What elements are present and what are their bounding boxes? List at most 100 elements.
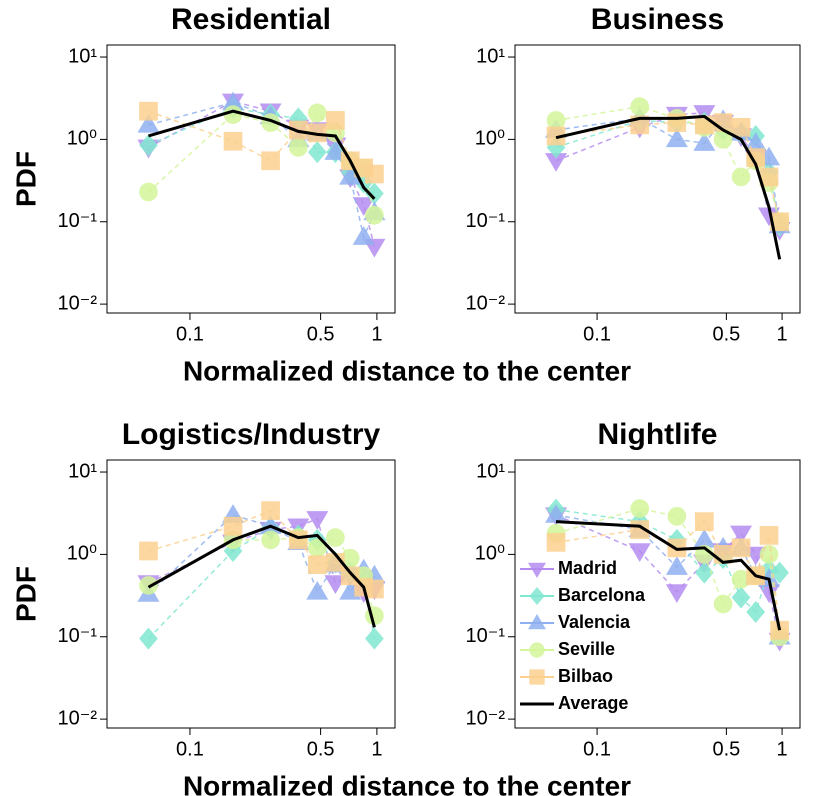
marker: [306, 511, 329, 530]
average-line: [148, 109, 376, 200]
marker: [529, 587, 545, 605]
plot-frame: [106, 44, 396, 314]
y-tick-label: 10⁻¹: [58, 625, 98, 647]
chart-title: Nightlife: [598, 418, 718, 451]
marker: [306, 580, 329, 600]
x-tick-label: 0.1: [583, 323, 611, 345]
marker: [758, 207, 781, 227]
marker: [139, 134, 158, 157]
x-tick-label: 0.5: [712, 323, 740, 345]
marker: [731, 569, 751, 589]
marker: [667, 506, 687, 526]
x-tick-label: 1: [777, 323, 788, 345]
x-tick-label: 1: [371, 323, 382, 345]
y-tick-label: 10⁻²: [466, 292, 506, 314]
marker: [630, 499, 650, 518]
average-line: [555, 114, 782, 260]
legend-label: Barcelona: [558, 585, 646, 605]
marker: [365, 164, 384, 184]
plot-frame: [106, 459, 396, 729]
marker: [261, 501, 280, 520]
marker: [630, 97, 650, 116]
marker: [628, 543, 651, 562]
marker: [352, 197, 375, 216]
legend-label: Madrid: [558, 558, 617, 578]
marker: [307, 538, 327, 558]
marker: [307, 123, 327, 143]
marker: [731, 538, 751, 558]
marker: [528, 614, 546, 630]
marker: [731, 118, 751, 137]
x-axis-label: Normalized distance to the center: [183, 770, 631, 796]
series-line: [147, 514, 375, 595]
chart-title: Logistics/Industry: [122, 418, 381, 451]
marker: [746, 148, 766, 168]
y-tick-label: 10⁻²: [58, 292, 98, 314]
marker: [139, 101, 158, 121]
marker: [731, 167, 751, 187]
average-line: [555, 520, 782, 631]
marker: [665, 128, 688, 148]
marker: [307, 555, 327, 575]
x-axis-label: Normalized distance to the center: [183, 355, 631, 386]
marker: [546, 533, 566, 552]
marker: [694, 561, 714, 584]
y-tick-label: 10⁻²: [58, 707, 98, 729]
marker: [693, 132, 716, 151]
x-tick-label: 1: [777, 738, 788, 760]
marker: [288, 138, 308, 157]
x-tick-label: 0.1: [583, 738, 611, 760]
marker: [529, 642, 545, 658]
x-tick-label: 0.5: [307, 323, 335, 345]
marker: [365, 205, 384, 225]
y-tick-label: 10¹: [68, 460, 97, 482]
marker: [326, 553, 345, 572]
marker: [223, 131, 243, 151]
marker: [339, 165, 362, 185]
marker: [731, 586, 751, 609]
x-tick-label: 0.5: [307, 738, 335, 760]
marker: [340, 548, 360, 568]
average-line: [147, 524, 376, 628]
marker: [365, 579, 384, 599]
y-tick-label: 10¹: [476, 45, 505, 67]
y-tick-label: 10⁰: [67, 128, 97, 150]
legend-label: Seville: [558, 639, 615, 659]
y-tick-label: 10⁻¹: [466, 210, 506, 232]
marker: [139, 627, 158, 650]
marker: [759, 167, 779, 187]
marker: [770, 212, 789, 232]
marker: [365, 627, 384, 650]
y-axis-label: PDF: [10, 151, 41, 207]
y-tick-label: 10⁻¹: [58, 210, 98, 232]
y-tick-label: 10⁰: [475, 543, 505, 565]
marker: [713, 594, 733, 614]
marker: [223, 516, 243, 536]
y-tick-label: 10⁰: [67, 543, 97, 565]
marker: [546, 111, 566, 130]
marker: [528, 562, 546, 578]
marker: [326, 111, 345, 130]
x-tick-label: 1: [371, 738, 382, 760]
chart-title: Business: [591, 3, 724, 36]
marker: [529, 669, 545, 685]
marker: [545, 504, 568, 523]
marker: [694, 512, 714, 531]
marker: [713, 130, 733, 149]
y-tick-label: 10⁻²: [466, 707, 506, 729]
chart-title: Residential: [171, 3, 331, 36]
marker: [223, 105, 243, 124]
marker: [759, 526, 779, 545]
marker: [770, 561, 789, 584]
marker: [730, 525, 753, 545]
series-line: [148, 100, 376, 247]
x-tick-label: 0.5: [712, 738, 740, 760]
marker: [137, 113, 160, 133]
marker: [746, 600, 766, 623]
y-axis-label: PDF: [10, 566, 41, 622]
marker: [139, 576, 158, 595]
plot-frame: [514, 44, 801, 314]
marker: [261, 151, 280, 171]
x-tick-label: 0.1: [176, 738, 204, 760]
